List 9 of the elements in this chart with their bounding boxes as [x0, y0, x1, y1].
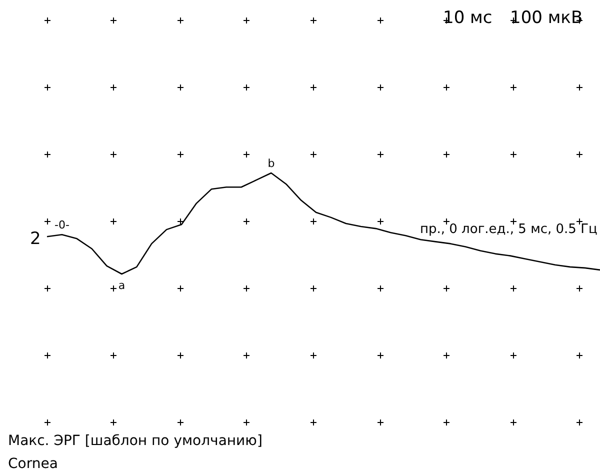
annotation: -0-: [54, 218, 70, 232]
annotation: 2: [30, 229, 41, 249]
annotation: b: [268, 157, 275, 170]
text: Макс. ЭРГ [шаблон по умолчанию]: [8, 433, 262, 449]
text: Cornea: [8, 456, 58, 472]
text: 100 мкВ: [510, 8, 583, 28]
text: 10 мс: [443, 8, 492, 28]
annotation: a: [118, 279, 126, 292]
annotation: пр., 0 лог.ед., 5 мс, 0.5 Гц: [420, 222, 598, 237]
